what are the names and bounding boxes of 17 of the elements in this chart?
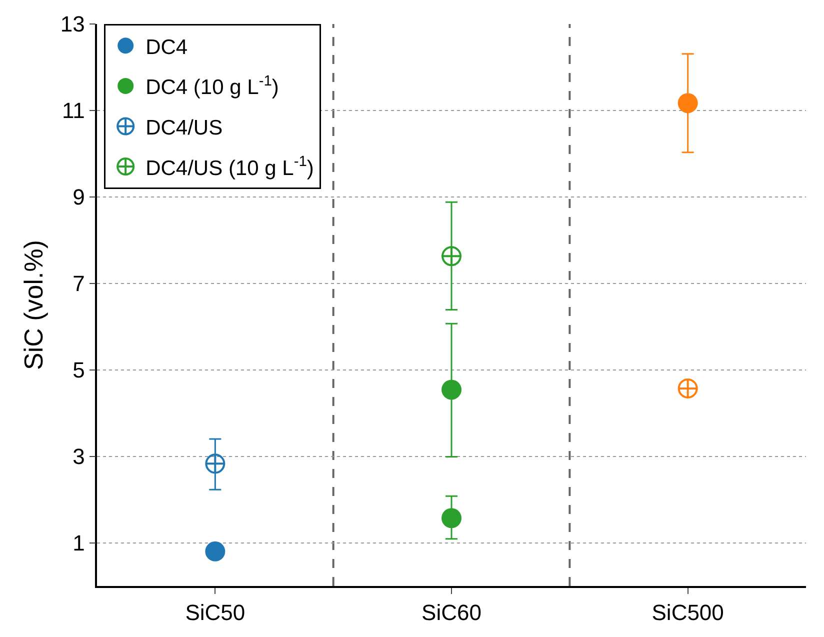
point — [442, 508, 462, 528]
y-tick-label: 7 — [72, 271, 85, 296]
y-tick-label: 3 — [72, 444, 85, 470]
legend-label: DC4/US — [146, 116, 223, 140]
legend-label: DC4/US (10 g L$^{-1}$) — [146, 154, 314, 180]
legend-label: DC4 (10 g L$^{-1}$) — [146, 73, 279, 100]
x-tick-label: SiC60 — [422, 600, 482, 626]
y-tick-label: 1 — [72, 530, 85, 556]
y-tick-label: 9 — [72, 184, 85, 210]
x-tick-label: SiC500 — [652, 600, 724, 626]
legend-label: DC4 — [146, 36, 188, 59]
point — [442, 246, 462, 266]
y-tick-label: 13 — [60, 12, 85, 37]
y-axis-title: SiC (vol.%) — [18, 240, 48, 370]
y-tick-label: 5 — [72, 358, 85, 383]
y-tick-label: 11 — [62, 98, 85, 124]
x-tick-label: SiC50 — [185, 600, 246, 626]
